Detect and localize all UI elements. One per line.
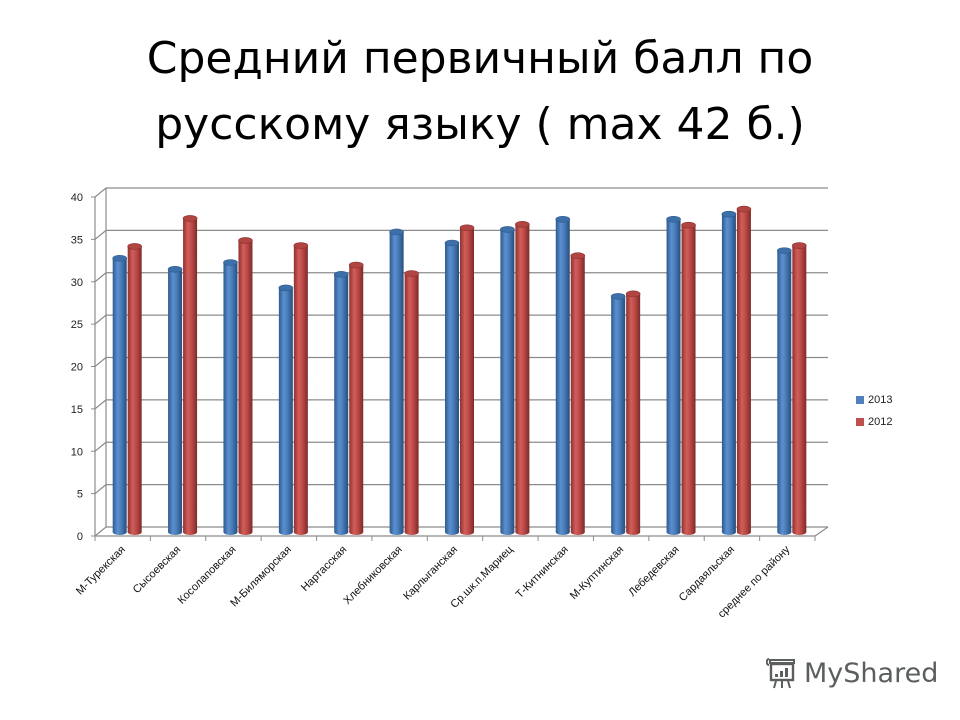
- y-axis-labels: 0 5 10 15 20 25 30 35 40: [71, 192, 83, 543]
- y-tick-label: 10: [71, 446, 83, 458]
- y-tick-label: 20: [71, 362, 83, 374]
- watermark: MyShared: [766, 656, 938, 690]
- y-tick-label: 15: [71, 404, 83, 416]
- x-category-label: Сысоевская: [131, 544, 183, 596]
- bar-2013: [721, 210, 737, 535]
- bar-2013: [278, 284, 294, 535]
- x-category-label: Карлыганская: [401, 544, 460, 603]
- bar-2013: [444, 239, 460, 535]
- x-category-label: Лебедевская: [626, 544, 681, 599]
- watermark-text: MyShared: [804, 657, 939, 689]
- slide-title: Средний первичный балл по русскому языку…: [0, 26, 960, 158]
- bar-2012: [736, 205, 752, 535]
- y-tick-label: 35: [71, 234, 83, 246]
- bar-2012: [293, 242, 309, 535]
- bar-2012: [348, 261, 364, 535]
- bar-2012: [459, 224, 475, 535]
- bar-2013: [333, 271, 349, 535]
- y-tick-label: 40: [71, 192, 83, 204]
- bar-2012: [792, 242, 807, 535]
- bar-2012: [625, 290, 641, 535]
- legend-item-2012: 2012: [856, 411, 892, 433]
- legend-label-2013: 2013: [868, 394, 893, 406]
- x-category-label: Нартасская: [299, 544, 349, 594]
- legend-label-2012: 2012: [868, 416, 893, 428]
- bar-2013: [555, 215, 571, 535]
- axes: [91, 188, 829, 541]
- title-line-2: русскому языку ( max 42 б.): [155, 99, 805, 150]
- x-category-label: М-Куптинская: [568, 544, 626, 602]
- bar-2013: [500, 226, 515, 535]
- x-category-label: Сардаяльская: [677, 544, 737, 604]
- bar-2012: [182, 215, 198, 535]
- x-category-label: Хлебниковская: [341, 544, 404, 607]
- presentation-board-icon: [766, 658, 795, 689]
- bar-2012: [681, 221, 696, 535]
- x-category-label: Т-Китнинская: [514, 544, 571, 601]
- bar-2012: [515, 221, 530, 535]
- title-line-1: Средний первичный балл по: [146, 33, 814, 84]
- bar-2013: [610, 293, 626, 535]
- bar-2012: [404, 270, 419, 535]
- bar-2012: [570, 252, 586, 535]
- bar-2012: [238, 237, 253, 535]
- y-tick-label: 0: [77, 531, 83, 543]
- x-category-label: М-Биляморская: [228, 544, 294, 610]
- x-category-label: М-Турекская: [74, 544, 128, 598]
- bar-2013: [777, 247, 792, 535]
- x-axis-labels: М-Турекская СысоевскаяКосолаповскаяМ-Биля…: [74, 543, 793, 620]
- bar-2013: [167, 265, 183, 535]
- bar-2012: [127, 243, 142, 535]
- bars: [112, 205, 807, 535]
- y-tick-label: 5: [77, 489, 83, 501]
- legend-swatch-2013: [856, 396, 864, 404]
- bar-2013: [223, 259, 238, 535]
- y-tick-label: 30: [71, 277, 83, 289]
- bar-2013: [666, 215, 681, 535]
- x-category-label: Косолаповская: [176, 544, 239, 607]
- legend-swatch-2012: [856, 418, 864, 426]
- legend-item-2013: 2013: [856, 389, 892, 411]
- y-tick-label: 25: [71, 319, 83, 331]
- bar-2013: [112, 254, 127, 535]
- legend: 2013 2012: [856, 389, 892, 433]
- bar-2013: [389, 228, 404, 535]
